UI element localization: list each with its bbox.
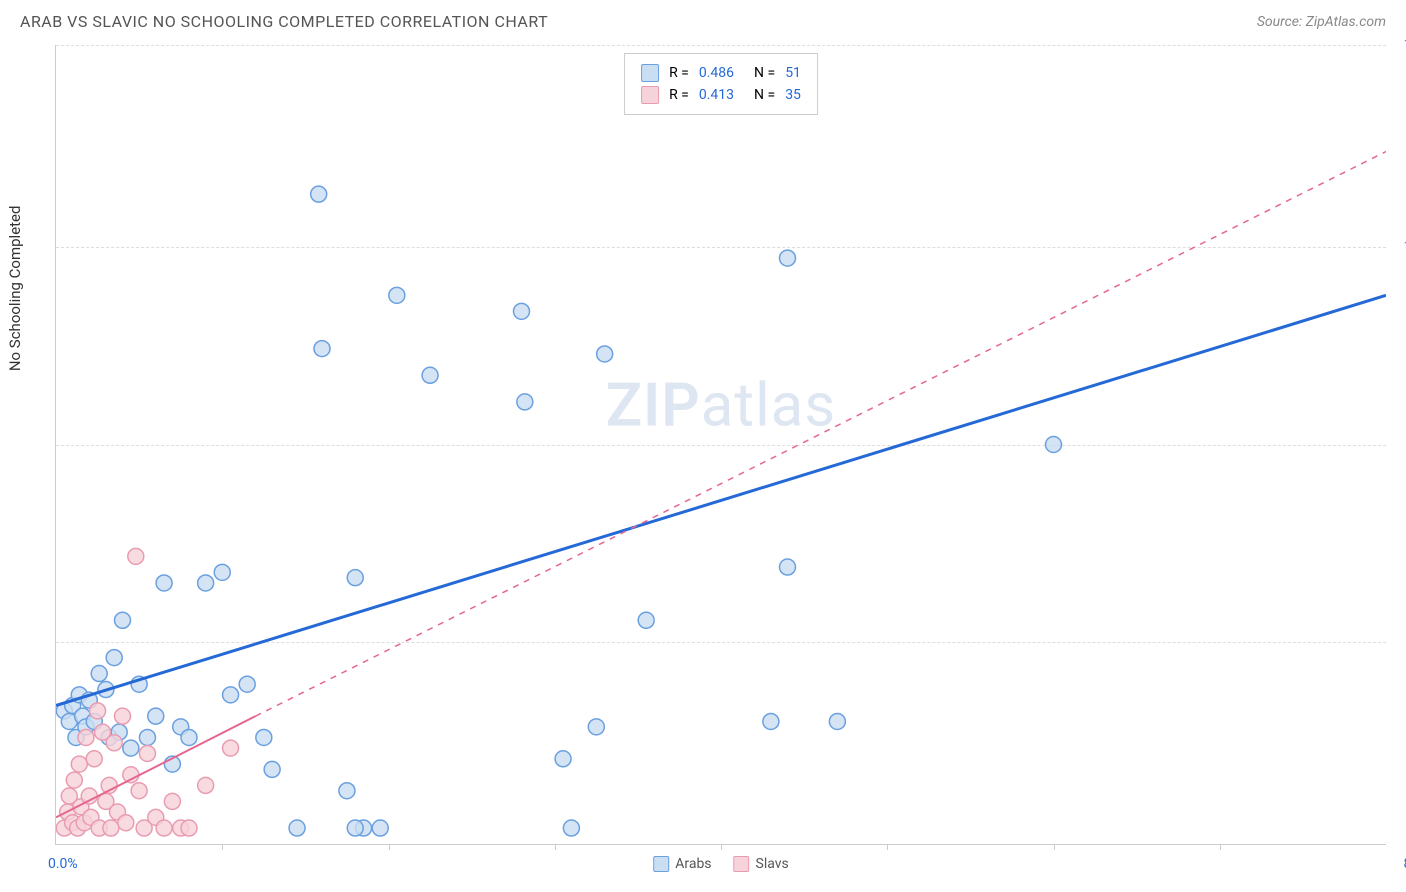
chart-source: Source: ZipAtlas.com bbox=[1257, 14, 1386, 30]
data-point bbox=[555, 751, 571, 767]
chart-header: ARAB VS SLAVIC NO SCHOOLING COMPLETED CO… bbox=[0, 0, 1406, 37]
chart-area: No Schooling Completed ZIPatlas R = 0.48… bbox=[55, 45, 1386, 845]
data-point bbox=[514, 303, 530, 319]
y-axis-label: No Schooling Completed bbox=[6, 206, 24, 372]
data-point bbox=[223, 740, 239, 756]
data-point bbox=[347, 570, 363, 586]
data-point bbox=[156, 575, 172, 591]
data-point bbox=[164, 756, 180, 772]
data-point bbox=[780, 559, 796, 575]
data-point bbox=[115, 612, 131, 628]
data-point bbox=[214, 564, 230, 580]
data-point bbox=[86, 751, 102, 767]
data-point bbox=[264, 761, 280, 777]
data-point bbox=[91, 666, 107, 682]
data-point bbox=[90, 703, 106, 719]
data-point bbox=[829, 713, 845, 729]
data-point bbox=[123, 767, 139, 783]
stats-row-arabs: R = 0.486 N = 51 bbox=[641, 62, 801, 84]
scatter-points bbox=[56, 45, 1386, 844]
data-point bbox=[1046, 437, 1062, 453]
data-point bbox=[98, 682, 114, 698]
swatch-arabs bbox=[641, 64, 659, 82]
x-origin-label: 0.0% bbox=[48, 856, 78, 872]
data-point bbox=[422, 367, 438, 383]
x-tick bbox=[389, 844, 390, 850]
data-point bbox=[106, 650, 122, 666]
data-point bbox=[347, 820, 363, 836]
chart-title: ARAB VS SLAVIC NO SCHOOLING COMPLETED CO… bbox=[20, 12, 548, 31]
swatch-icon bbox=[653, 856, 669, 872]
data-point bbox=[78, 729, 94, 745]
data-point bbox=[198, 777, 214, 793]
x-tick bbox=[1054, 844, 1055, 850]
data-point bbox=[148, 708, 164, 724]
data-point bbox=[339, 783, 355, 799]
data-point bbox=[101, 777, 117, 793]
data-point bbox=[588, 719, 604, 735]
data-point bbox=[123, 740, 139, 756]
data-point bbox=[311, 186, 327, 202]
data-point bbox=[198, 575, 214, 591]
data-point bbox=[164, 793, 180, 809]
data-point bbox=[139, 729, 155, 745]
data-point bbox=[372, 820, 388, 836]
stats-row-slavs: R = 0.413 N = 35 bbox=[641, 84, 801, 106]
data-point bbox=[81, 788, 97, 804]
x-tick bbox=[555, 844, 556, 850]
data-point bbox=[66, 772, 82, 788]
data-point bbox=[314, 341, 330, 357]
x-tick bbox=[222, 844, 223, 850]
data-point bbox=[638, 612, 654, 628]
data-point bbox=[289, 820, 305, 836]
data-point bbox=[139, 745, 155, 761]
stats-legend: R = 0.486 N = 51 R = 0.413 N = 35 bbox=[624, 53, 818, 115]
data-point bbox=[103, 820, 119, 836]
x-tick bbox=[1220, 844, 1221, 850]
data-point bbox=[763, 713, 779, 729]
plot-region: ZIPatlas R = 0.486 N = 51 R = 0.413 N = … bbox=[55, 45, 1386, 845]
data-point bbox=[181, 820, 197, 836]
data-point bbox=[239, 676, 255, 692]
data-point bbox=[118, 815, 134, 831]
data-point bbox=[517, 394, 533, 410]
footer-legend: Arabs Slavs bbox=[653, 856, 789, 872]
swatch-slavs bbox=[641, 86, 659, 104]
data-point bbox=[131, 676, 147, 692]
data-point bbox=[563, 820, 579, 836]
legend-item-slavs: Slavs bbox=[734, 856, 789, 872]
data-point bbox=[181, 729, 197, 745]
data-point bbox=[156, 820, 172, 836]
data-point bbox=[780, 250, 796, 266]
data-point bbox=[597, 346, 613, 362]
data-point bbox=[256, 729, 272, 745]
legend-item-arabs: Arabs bbox=[653, 856, 711, 872]
data-point bbox=[131, 783, 147, 799]
x-tick bbox=[721, 844, 722, 850]
data-point bbox=[106, 735, 122, 751]
data-point bbox=[389, 287, 405, 303]
data-point bbox=[128, 548, 144, 564]
data-point bbox=[71, 756, 87, 772]
data-point bbox=[223, 687, 239, 703]
swatch-icon bbox=[734, 856, 750, 872]
data-point bbox=[115, 708, 131, 724]
x-tick bbox=[887, 844, 888, 850]
